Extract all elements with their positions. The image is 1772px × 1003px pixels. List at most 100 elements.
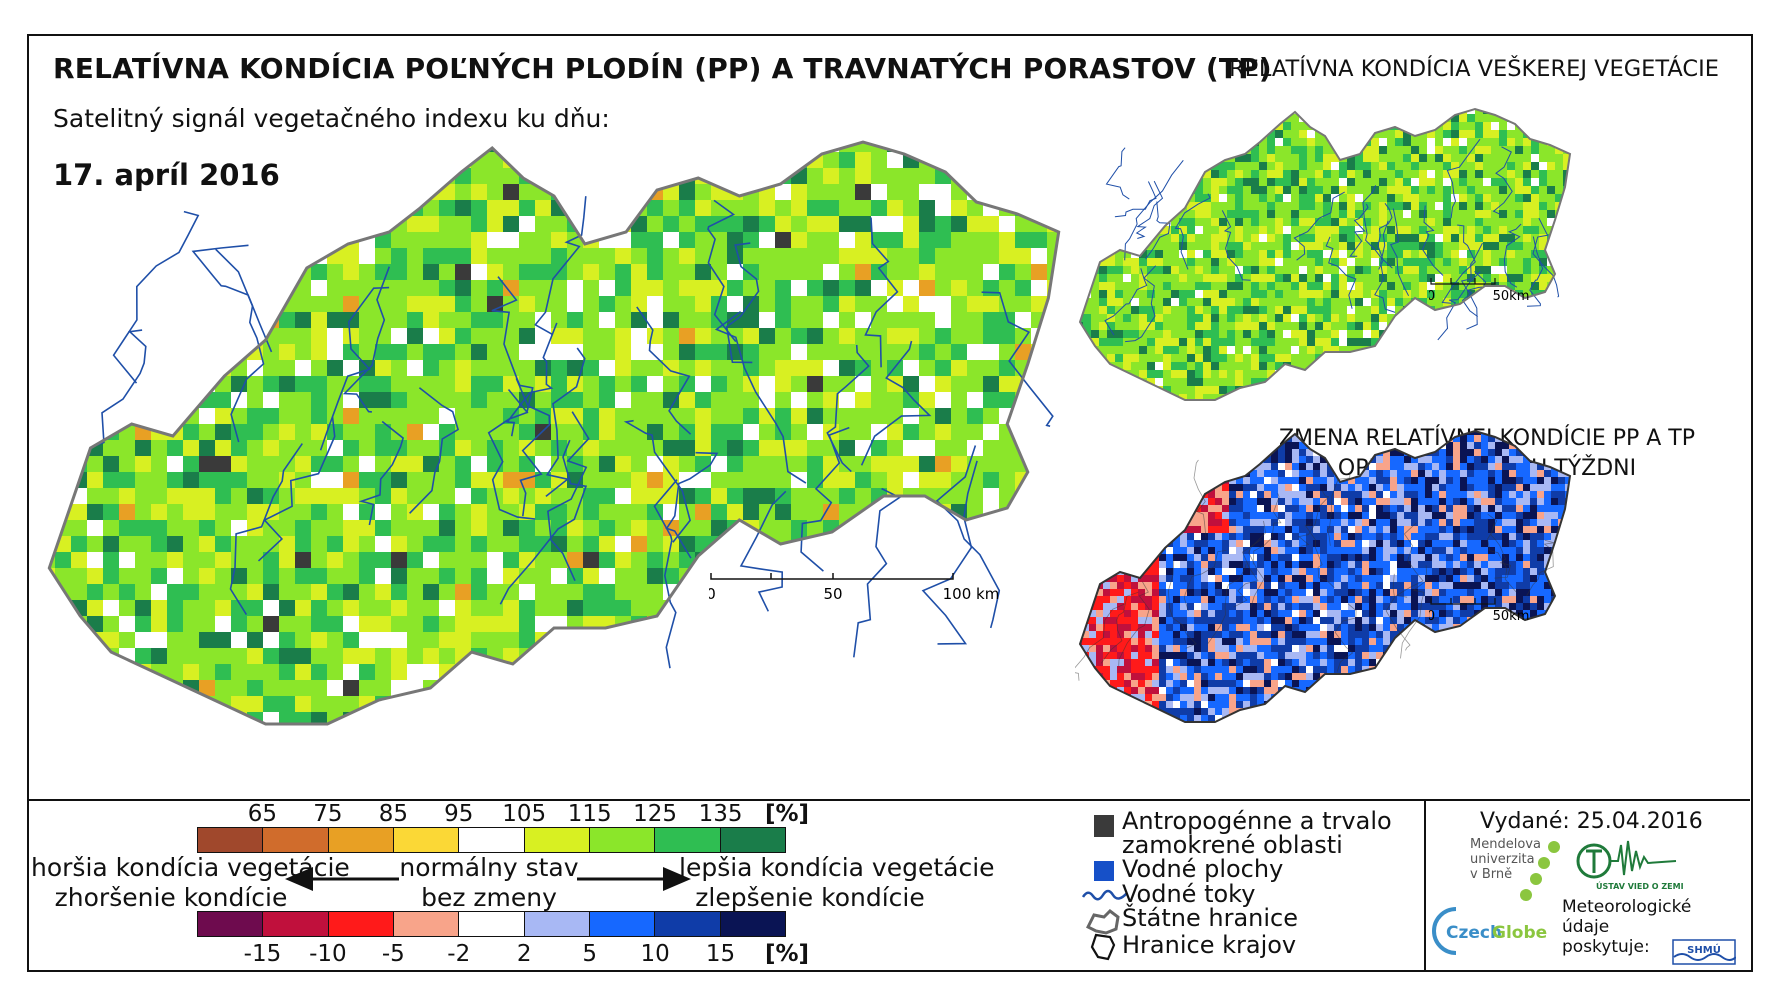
map-cell — [1227, 250, 1236, 259]
map-cell — [1371, 362, 1380, 371]
map-cell — [1427, 322, 1436, 331]
map-cell — [1547, 354, 1556, 363]
map-cell — [1283, 162, 1292, 171]
map-cell — [919, 344, 936, 361]
map-cell — [1403, 322, 1412, 331]
map-cell — [55, 488, 72, 505]
map-cell — [455, 504, 472, 521]
map-cell — [1080, 338, 1084, 347]
map-cell — [343, 584, 360, 601]
map-cell — [1531, 394, 1540, 400]
map-cell — [359, 376, 376, 393]
map-cell — [551, 142, 568, 153]
map-cell — [1187, 114, 1196, 123]
map-cell — [183, 264, 200, 281]
map-cell — [1099, 194, 1108, 203]
map-cell — [1211, 274, 1220, 283]
map-cell — [535, 312, 552, 329]
map-cell — [55, 184, 72, 201]
map-cell — [1419, 338, 1428, 347]
map-cell — [1083, 178, 1092, 187]
map-cell — [1443, 386, 1452, 395]
map-cell — [183, 488, 200, 505]
map-cell — [967, 184, 984, 201]
map-cell — [1571, 338, 1575, 347]
map-cell — [423, 552, 440, 569]
map-cell — [1491, 250, 1500, 259]
map-cell — [1323, 378, 1332, 387]
map-cell — [1507, 218, 1516, 227]
map-cell — [55, 648, 72, 665]
map-cell — [1259, 242, 1268, 251]
map-cell — [1163, 402, 1172, 406]
map-cell — [215, 328, 232, 345]
river-line — [487, 388, 536, 520]
map-cell — [1563, 314, 1570, 323]
map-cell — [1099, 282, 1108, 291]
map-cell — [1315, 194, 1324, 203]
map-cell — [1435, 394, 1444, 400]
map-cell — [487, 504, 504, 521]
map-cell — [1275, 146, 1284, 155]
map-cell — [919, 168, 936, 185]
map-cell — [199, 184, 216, 201]
map-cell — [1451, 314, 1460, 323]
river-line — [409, 387, 460, 514]
map-cell — [1323, 274, 1332, 283]
map-cell — [1117, 431, 1125, 436]
map-cell — [1155, 298, 1164, 307]
map-cell — [727, 152, 744, 169]
map-cell — [759, 248, 776, 265]
map-cell — [855, 232, 872, 249]
scale-label-50: 50 — [823, 585, 842, 603]
map-cell — [135, 696, 152, 713]
map-cell — [791, 360, 808, 377]
map-cell — [1411, 154, 1420, 163]
map-cell — [1347, 122, 1356, 131]
map-cell — [759, 264, 776, 281]
map-cell — [167, 616, 184, 633]
map-cell — [1435, 362, 1444, 371]
map-cell — [999, 696, 1016, 713]
map-cell — [871, 344, 888, 361]
map-cell — [1283, 202, 1292, 211]
map-cell — [519, 264, 536, 281]
map-cell — [663, 168, 680, 185]
map-cell — [215, 520, 232, 537]
map-cell — [535, 584, 552, 601]
map-cell — [407, 376, 424, 393]
map-cell — [1315, 210, 1324, 219]
map-cell — [1147, 154, 1156, 163]
map-cell — [1379, 242, 1388, 251]
map-cell — [1387, 362, 1396, 371]
map-cell — [887, 168, 904, 185]
map-cell — [167, 408, 184, 425]
map-cell — [551, 680, 568, 697]
map-cell — [1047, 152, 1059, 169]
map-cell — [327, 142, 344, 153]
map-cell — [1315, 402, 1324, 406]
map-cell — [55, 680, 72, 697]
map-cell — [599, 408, 616, 425]
map-cell — [871, 696, 888, 713]
map-cell — [215, 142, 232, 153]
map-cell — [967, 616, 984, 633]
map-cell — [1427, 202, 1436, 211]
map-cell — [1080, 226, 1084, 235]
map-cell — [1571, 386, 1575, 395]
map-cell — [695, 696, 712, 713]
map-cell — [1467, 282, 1476, 291]
map-cell — [439, 712, 456, 724]
map-cell — [1571, 130, 1575, 139]
map-cell — [1547, 362, 1556, 371]
map-cell — [999, 536, 1016, 553]
map-cell — [1427, 378, 1436, 387]
map-cell — [1179, 130, 1188, 139]
map-cell — [1459, 170, 1468, 179]
map-cell — [1147, 146, 1156, 155]
map-cell — [1147, 162, 1156, 171]
map-cell — [1451, 258, 1460, 267]
map-cell — [567, 296, 584, 313]
map-cell — [343, 616, 360, 633]
map-cell — [1563, 138, 1570, 147]
